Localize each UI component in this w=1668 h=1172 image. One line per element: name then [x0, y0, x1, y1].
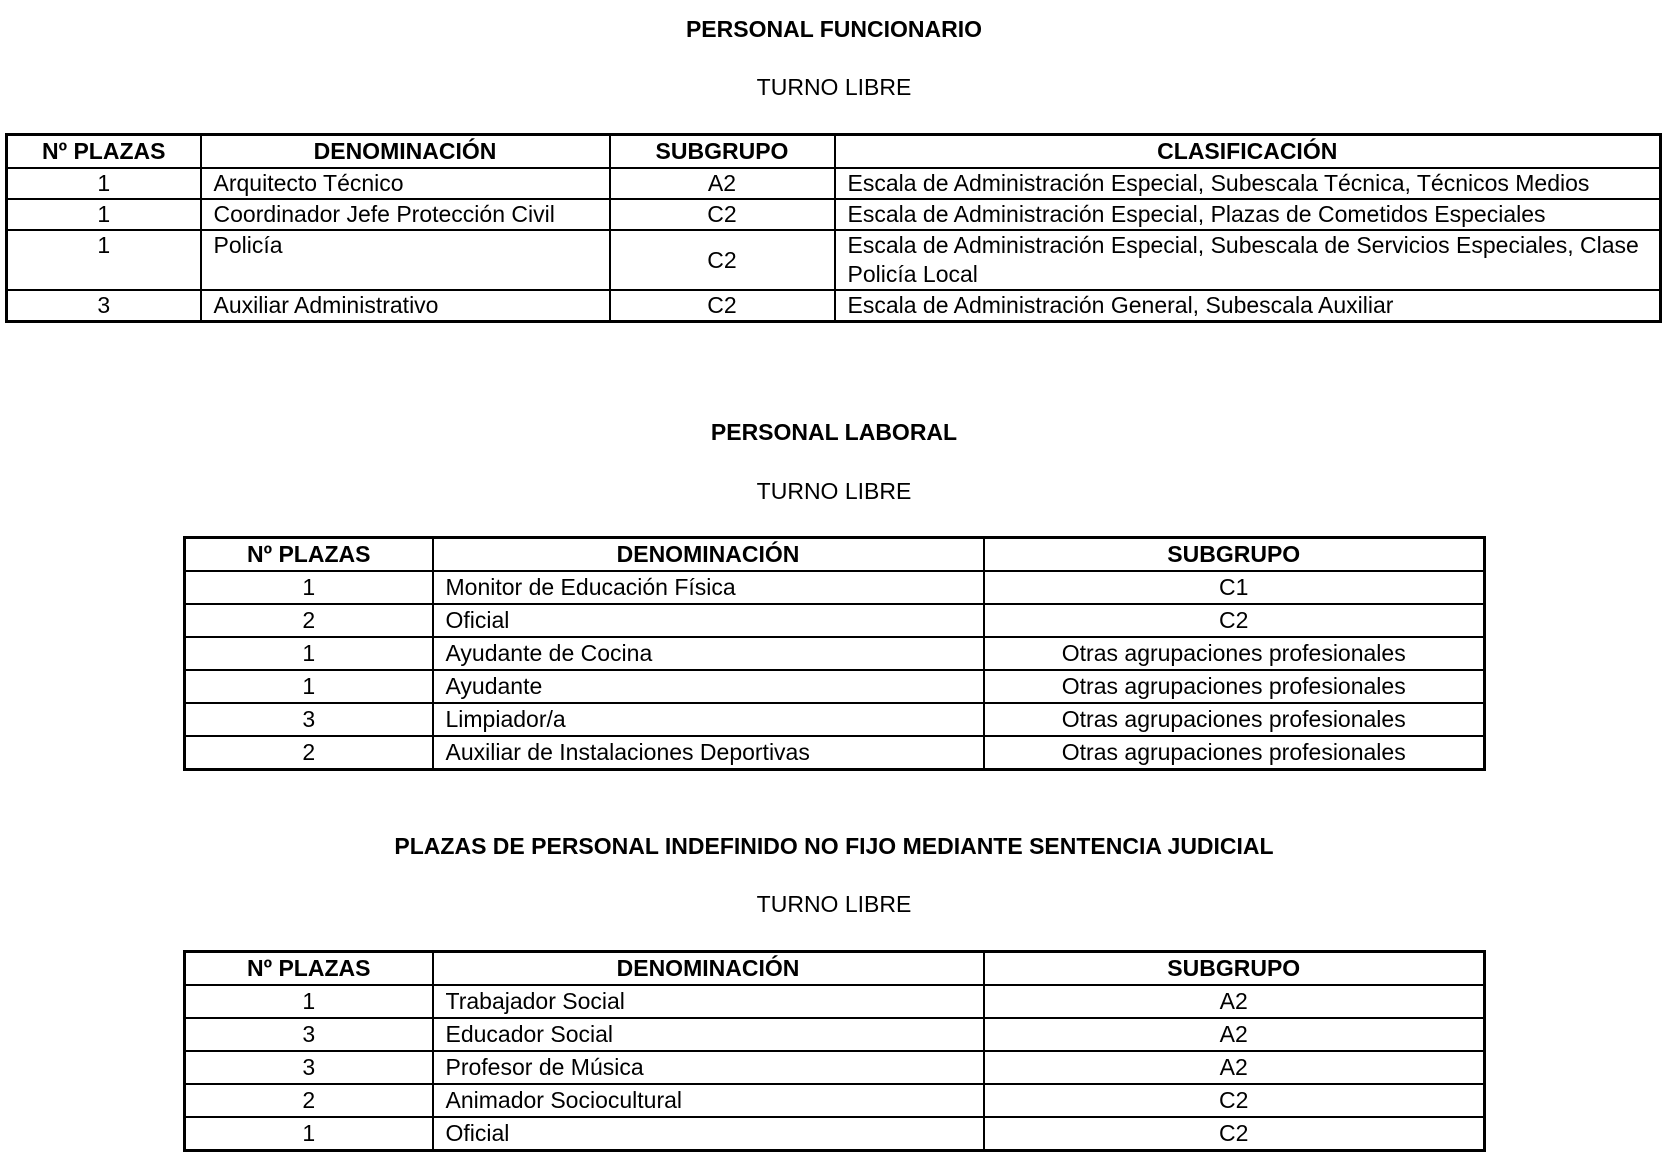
- section3-title: PLAZAS DE PERSONAL INDEFINIDO NO FIJO ME…: [394, 833, 1274, 859]
- column-header: DENOMINACIÓN: [431, 950, 985, 986]
- funcionario-table: Nº PLAZAS DENOMINACIÓN SUBGRUPO CLASIFICACI…: [5, 133, 1662, 323]
- table-cell: C2: [982, 1083, 1486, 1118]
- section1-title: PERSONAL FUNCIONARIO: [685, 16, 983, 42]
- table-cell: Educador Social: [431, 1017, 985, 1052]
- table-row: 2 Auxiliar de Instalaciones Deportivas Otr…: [183, 735, 1486, 771]
- table-cell: Trabajador Social: [431, 984, 985, 1019]
- table-cell: C2: [608, 229, 836, 291]
- table-row: 3 Limpiador/a Otras agrupaciones profesion…: [183, 702, 1486, 737]
- section3-subtitle: TURNO LIBRE: [756, 891, 912, 917]
- column-header: DENOMINACIÓN: [431, 536, 985, 572]
- table-row: 1 Ayudante Otras agrupaciones profesionale…: [183, 669, 1486, 704]
- section2-title: PERSONAL LABORAL: [710, 419, 958, 445]
- table-cell: Otras agrupaciones profesionales: [982, 669, 1486, 704]
- table-cell: C2: [608, 289, 836, 323]
- table-cell: 1: [183, 570, 434, 605]
- table-cell: Escala de Administración Especial, Subes…: [833, 167, 1662, 200]
- table-cell: 1: [183, 669, 434, 704]
- table-cell: 2: [183, 1083, 434, 1118]
- column-header: SUBGRUPO: [982, 536, 1486, 572]
- table-cell: 1: [5, 198, 202, 231]
- table-cell: Profesor de Música: [431, 1050, 985, 1085]
- table-cell: C1: [982, 570, 1486, 605]
- table-cell: Otras agrupaciones profesionales: [982, 735, 1486, 771]
- table-cell: 3: [183, 702, 434, 737]
- table-row: 1 Oficial C2: [183, 1116, 1486, 1152]
- table-row: 1 Coordinador Jefe Protección Civil C2 Esca…: [5, 198, 1662, 231]
- table-cell: Otras agrupaciones profesionales: [982, 636, 1486, 671]
- table-cell: C2: [982, 1116, 1486, 1152]
- table-row: 1 Ayudante de Cocina Otras agrupaciones pr…: [183, 636, 1486, 671]
- column-header: DENOMINACIÓN: [199, 133, 611, 169]
- table-header-row: Nº PLAZAS DENOMINACIÓN SUBGRUPO: [183, 536, 1486, 572]
- table-cell: Arquitecto Técnico: [199, 167, 611, 200]
- table-header-row: Nº PLAZAS DENOMINACIÓN SUBGRUPO CLASIFICACI…: [5, 133, 1662, 169]
- table-cell: Coordinador Jefe Protección Civil: [199, 198, 611, 231]
- table-cell: 2: [183, 603, 434, 638]
- column-header: SUBGRUPO: [608, 133, 836, 169]
- table-cell: Auxiliar de Instalaciones Deportivas: [431, 735, 985, 771]
- table-cell: 3: [183, 1017, 434, 1052]
- table-cell: Animador Sociocultural: [431, 1083, 985, 1118]
- table-cell: A2: [982, 1050, 1486, 1085]
- table-header-row: Nº PLAZAS DENOMINACIÓN SUBGRUPO: [183, 950, 1486, 986]
- column-header: Nº PLAZAS: [5, 133, 202, 169]
- table-cell: A2: [982, 984, 1486, 1019]
- table-cell: Ayudante: [431, 669, 985, 704]
- table-cell: 2: [183, 735, 434, 771]
- table-cell: A2: [608, 167, 836, 200]
- table-row: 2 Animador Sociocultural C2: [183, 1083, 1486, 1118]
- table-cell: Limpiador/a: [431, 702, 985, 737]
- table-cell: Escala de Administración General, Subesc…: [833, 289, 1662, 323]
- table-cell: 1: [5, 229, 202, 291]
- laboral-table: Nº PLAZAS DENOMINACIÓN SUBGRUPO 1 Monitor d…: [183, 536, 1486, 771]
- column-header: SUBGRUPO: [982, 950, 1486, 986]
- table-cell: Monitor de Educación Física: [431, 570, 985, 605]
- table-cell: A2: [982, 1017, 1486, 1052]
- table-cell: C2: [608, 198, 836, 231]
- table-row: 1 Monitor de Educación Física C1: [183, 570, 1486, 605]
- table-cell: 3: [183, 1050, 434, 1085]
- table-cell: 3: [5, 289, 202, 323]
- table-cell: Escala de Administración Especial, Subes…: [833, 229, 1662, 291]
- section1-subtitle: TURNO LIBRE: [756, 74, 912, 100]
- table-row: 3 Educador Social A2: [183, 1017, 1486, 1052]
- table-cell: 1: [183, 636, 434, 671]
- table-row: 2 Oficial C2: [183, 603, 1486, 638]
- table-row: 1 Arquitecto Técnico A2 Escala de Administr…: [5, 167, 1662, 200]
- indefinido-table: Nº PLAZAS DENOMINACIÓN SUBGRUPO 1 Trabajado…: [183, 950, 1486, 1152]
- table-cell: 1: [5, 167, 202, 200]
- table-row: 3 Profesor de Música A2: [183, 1050, 1486, 1085]
- table-cell: C2: [982, 603, 1486, 638]
- column-header: Nº PLAZAS: [183, 950, 434, 986]
- column-header: Nº PLAZAS: [183, 536, 434, 572]
- table-cell: Ayudante de Cocina: [431, 636, 985, 671]
- table-cell: Auxiliar Administrativo: [199, 289, 611, 323]
- table-row: 1 Policía C2 Escala de Administración Espec…: [5, 229, 1662, 291]
- table-cell: Oficial: [431, 1116, 985, 1152]
- table-cell: Otras agrupaciones profesionales: [982, 702, 1486, 737]
- table-row: 3 Auxiliar Administrativo C2 Escala de Admi…: [5, 289, 1662, 323]
- table-cell: Escala de Administración Especial, Plaza…: [833, 198, 1662, 231]
- table-cell: Oficial: [431, 603, 985, 638]
- table-cell: 1: [183, 1116, 434, 1152]
- table-cell: 1: [183, 984, 434, 1019]
- table-cell: Policía: [199, 229, 611, 291]
- column-header: CLASIFICACIÓN: [833, 133, 1662, 169]
- section2-subtitle: TURNO LIBRE: [756, 478, 912, 504]
- table-row: 1 Trabajador Social A2: [183, 984, 1486, 1019]
